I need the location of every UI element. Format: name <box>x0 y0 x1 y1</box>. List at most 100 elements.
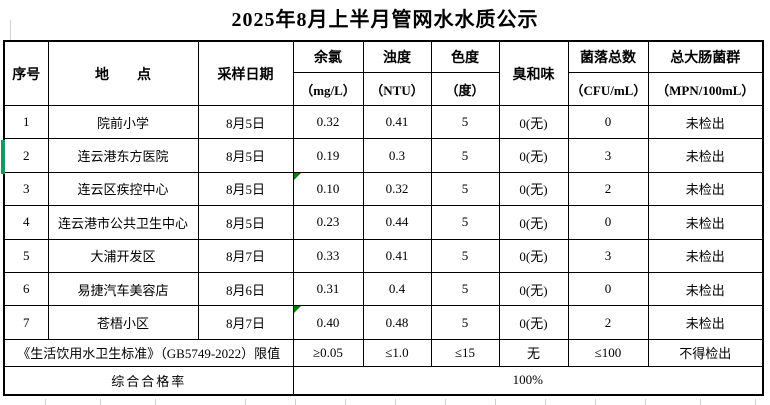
limit-odor[interactable]: 无 <box>498 338 569 367</box>
limit-turbidity[interactable]: ≤1.0 <box>362 338 432 367</box>
cell-chlorine[interactable]: 0.32 <box>292 104 364 140</box>
cell-color[interactable]: 5 <box>430 171 500 207</box>
header-coliform[interactable]: 总大肠菌群 <box>647 40 764 73</box>
cell-seq[interactable]: 1 <box>3 104 49 140</box>
cell-odor[interactable]: 0(无) <box>498 138 569 173</box>
cell-bacteria[interactable]: 0 <box>567 205 649 240</box>
cell-turbidity[interactable]: 0.48 <box>362 305 432 340</box>
cell-turbidity[interactable]: 0.41 <box>362 104 432 140</box>
header-row-names: 序号 地 点 采样日期 余氯 浊度 色度 臭和味 菌落总数 总大肠菌群 <box>3 40 764 106</box>
header-odor[interactable]: 臭和味 <box>498 40 569 106</box>
cell-location[interactable]: 易捷汽车美容店 <box>47 271 199 307</box>
cell-bacteria[interactable]: 2 <box>567 171 649 207</box>
cell-chlorine-flagged[interactable]: 0.40 <box>292 305 364 340</box>
gridline-tick <box>545 399 546 405</box>
cell-coliform[interactable]: 未检出 <box>647 171 764 207</box>
cell-bacteria[interactable]: 3 <box>567 138 649 173</box>
limit-coliform[interactable]: 不得检出 <box>647 338 764 367</box>
cell-seq[interactable]: 7 <box>3 305 49 340</box>
header-chlorine-unit[interactable]: （mg/L） <box>292 72 364 106</box>
gridline-tick <box>495 399 496 405</box>
cell-chlorine[interactable]: 0.31 <box>292 271 364 307</box>
limit-bacteria[interactable]: ≤100 <box>567 338 649 367</box>
summary-value[interactable]: 100% <box>292 365 764 396</box>
cell-chlorine[interactable]: 0.19 <box>292 138 364 173</box>
cell-location[interactable]: 连云港市公共卫生中心 <box>47 205 199 240</box>
cell-color[interactable]: 5 <box>430 238 500 273</box>
cell-bacteria[interactable]: 2 <box>567 305 649 340</box>
cell-date[interactable]: 8月7日 <box>197 305 294 340</box>
water-quality-table: 序号 地 点 采样日期 余氯 浊度 色度 臭和味 菌落总数 总大肠菌群 （mg/… <box>3 40 764 396</box>
header-turbidity[interactable]: 浊度 <box>362 40 432 73</box>
header-seq[interactable]: 序号 <box>3 40 49 106</box>
cell-bacteria[interactable]: 0 <box>567 104 649 140</box>
cell-seq[interactable]: 3 <box>3 171 49 207</box>
cell-coliform[interactable]: 未检出 <box>647 104 764 140</box>
cell-odor[interactable]: 0(无) <box>498 305 569 340</box>
header-color[interactable]: 色度 <box>430 40 500 73</box>
gridline-tick <box>445 399 446 405</box>
cell-location[interactable]: 院前小学 <box>47 104 199 140</box>
cell-color[interactable]: 5 <box>430 138 500 173</box>
gridline-tick <box>645 399 646 405</box>
cell-coliform[interactable]: 未检出 <box>647 138 764 173</box>
cell-turbidity[interactable]: 0.41 <box>362 238 432 273</box>
limits-label[interactable]: 《生活饮用水卫生标准》（GB5749-2022）限值 <box>3 338 294 367</box>
cell-chlorine-flagged[interactable]: 0.10 <box>292 171 364 207</box>
header-date[interactable]: 采样日期 <box>197 40 294 106</box>
cell-odor[interactable]: 0(无) <box>498 171 569 207</box>
cell-seq[interactable]: 5 <box>3 238 49 273</box>
cell-location[interactable]: 苍梧小区 <box>47 305 199 340</box>
cell-date[interactable]: 8月5日 <box>197 138 294 173</box>
header-row-units: （mg/L） （NTU） （度） （CFU/mL） （MPN/100mL） <box>4 72 764 106</box>
header-bacteria-unit[interactable]: （CFU/mL） <box>567 72 649 106</box>
cell-odor[interactable]: 0(无) <box>498 205 569 240</box>
limits-row: 《生活饮用水卫生标准》（GB5749-2022）限值 ≥0.05 ≤1.0 ≤1… <box>3 338 764 367</box>
summary-label[interactable]: 综合合格率 <box>3 365 294 396</box>
cell-date[interactable]: 8月6日 <box>197 271 294 307</box>
cell-seq[interactable]: 4 <box>3 205 49 240</box>
cell-odor[interactable]: 0(无) <box>498 104 569 140</box>
cell-turbidity[interactable]: 0.3 <box>362 138 432 173</box>
cell-odor[interactable]: 0(无) <box>498 271 569 307</box>
cell-color[interactable]: 5 <box>430 104 500 140</box>
header-location[interactable]: 地 点 <box>47 40 199 106</box>
limit-color[interactable]: ≤15 <box>430 338 500 367</box>
cell-date[interactable]: 8月7日 <box>197 238 294 273</box>
cell-bacteria[interactable]: 3 <box>567 238 649 273</box>
header-turbidity-unit[interactable]: （NTU） <box>362 72 432 106</box>
cell-coliform[interactable]: 未检出 <box>647 305 764 340</box>
cell-coliform[interactable]: 未检出 <box>647 205 764 240</box>
cell-location[interactable]: 大浦开发区 <box>47 238 199 273</box>
header-color-unit[interactable]: （度） <box>430 72 500 106</box>
limit-chlorine[interactable]: ≥0.05 <box>292 338 364 367</box>
cell-turbidity[interactable]: 0.32 <box>362 171 432 207</box>
cell-coliform[interactable]: 未检出 <box>647 271 764 307</box>
cell-date[interactable]: 8月5日 <box>197 171 294 207</box>
cell-seq[interactable]: 6 <box>3 271 49 307</box>
cell-turbidity[interactable]: 0.44 <box>362 205 432 240</box>
cell-coliform[interactable]: 未检出 <box>647 238 764 273</box>
cell-chlorine[interactable]: 0.33 <box>292 238 364 273</box>
header-bacteria[interactable]: 菌落总数 <box>567 40 649 73</box>
cell-chlorine[interactable]: 0.23 <box>292 205 364 240</box>
header-chlorine[interactable]: 余氯 <box>292 40 364 73</box>
gridline-tick <box>755 399 756 405</box>
cell-date[interactable]: 8月5日 <box>197 205 294 240</box>
cell-color[interactable]: 5 <box>430 271 500 307</box>
cell-date[interactable]: 8月5日 <box>197 104 294 140</box>
cell-bacteria[interactable]: 0 <box>567 271 649 307</box>
cell-color[interactable]: 5 <box>430 205 500 240</box>
cell-value: 0.10 <box>316 180 340 196</box>
cell-turbidity[interactable]: 0.4 <box>362 271 432 307</box>
table-row: 3 连云区疾控中心 8月5日 0.10 0.32 5 0(无) 2 未检出 <box>3 171 764 207</box>
table-row: 2 连云港东方医院 8月5日 0.19 0.3 5 0(无) 3 未检出 <box>3 138 764 173</box>
row-selection-indicator <box>1 140 5 174</box>
cell-color[interactable]: 5 <box>430 305 500 340</box>
cell-odor[interactable]: 0(无) <box>498 238 569 273</box>
cell-seq[interactable]: 2 <box>3 138 49 173</box>
header-coliform-unit[interactable]: （MPN/100mL） <box>647 72 764 106</box>
cell-location[interactable]: 连云区疾控中心 <box>47 171 199 207</box>
cell-flag-icon <box>294 306 301 314</box>
cell-location[interactable]: 连云港东方医院 <box>47 138 199 173</box>
